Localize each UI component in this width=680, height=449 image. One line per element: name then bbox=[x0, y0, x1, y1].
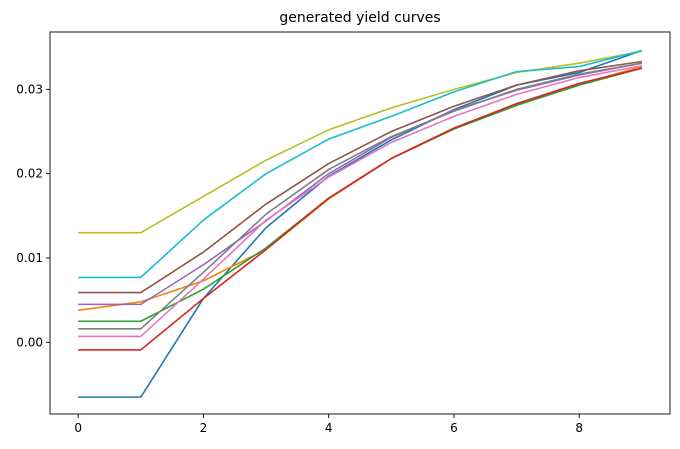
x-tick-label: 2 bbox=[200, 421, 208, 435]
series-line-2 bbox=[78, 65, 643, 312]
plot-frame bbox=[49, 31, 671, 415]
series-line-4 bbox=[78, 67, 643, 351]
x-tick-label: 4 bbox=[325, 421, 333, 435]
y-tick-label: 0.02 bbox=[16, 167, 43, 181]
series-line-10 bbox=[78, 49, 643, 279]
x-tick-label: 8 bbox=[575, 421, 583, 435]
x-tick-label: 6 bbox=[450, 421, 458, 435]
series-line-8 bbox=[78, 62, 642, 330]
x-tick-label: 0 bbox=[74, 421, 82, 435]
series-layer bbox=[78, 49, 643, 398]
series-line-9 bbox=[78, 50, 642, 234]
y-tick-label: 0.01 bbox=[16, 251, 43, 265]
series-line-7 bbox=[78, 64, 642, 338]
chart-title: generated yield curves bbox=[279, 10, 440, 26]
y-tick-label: 0.00 bbox=[16, 335, 43, 349]
y-tick-label: 0.03 bbox=[16, 82, 43, 96]
series-line-3 bbox=[78, 67, 643, 323]
series-line-5 bbox=[78, 62, 642, 306]
axes-layer: 0 2 4 6 8 0.00 0.01 0.02 0.03 bbox=[16, 31, 671, 435]
series-line-1 bbox=[78, 49, 643, 398]
series-line-6 bbox=[78, 60, 642, 294]
